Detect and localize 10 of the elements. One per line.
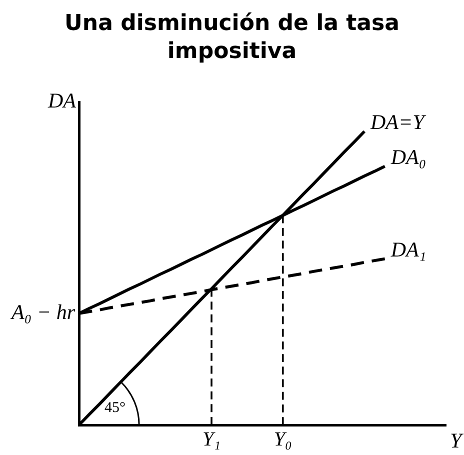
x-axis-title: Y [450,428,464,453]
series-label: DA=Y [369,110,427,134]
text: A₀ − hr [10,300,76,324]
x-tick-label: Y₁ [202,428,221,450]
series-label: DA₀ [390,144,426,169]
series-label: DA₁ [390,237,426,262]
x-tick-label: Y₀ [274,428,292,450]
chart-title: Una disminución de la tasa impositiva [64,10,400,66]
y-axis-title: DA [47,88,76,113]
annotation: 45° [104,400,126,416]
